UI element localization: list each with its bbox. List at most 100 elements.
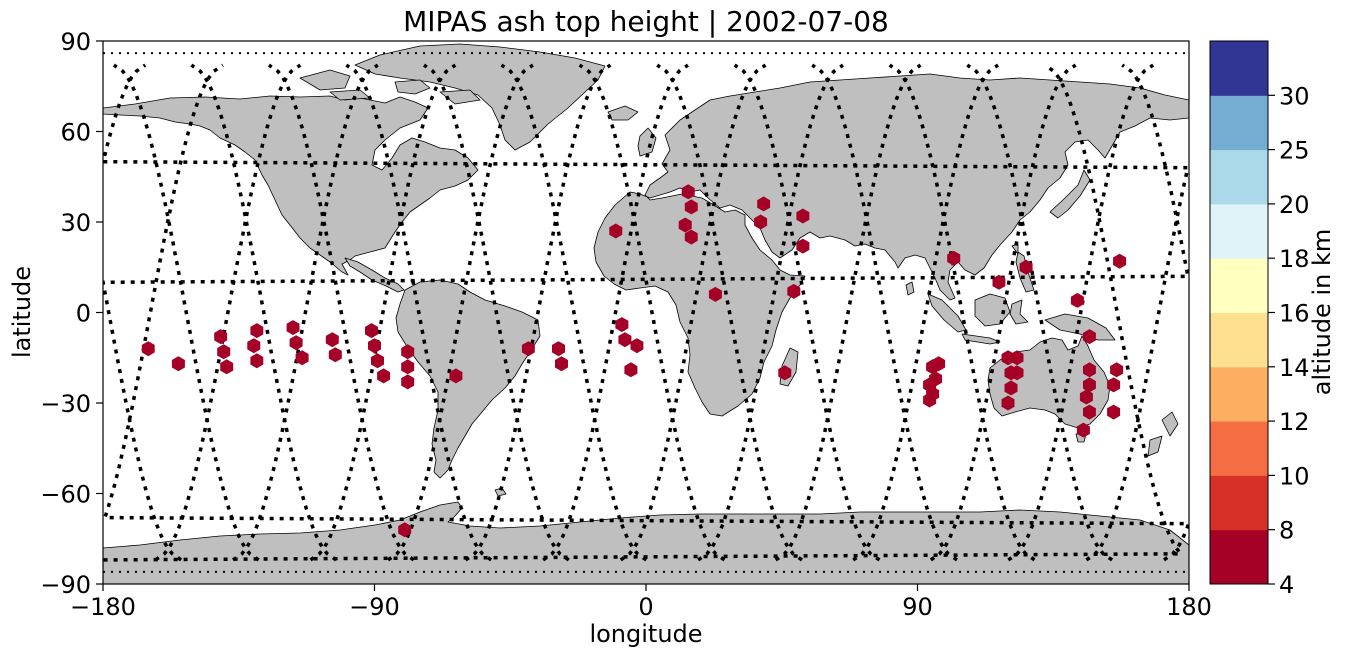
colorbar-segment — [1210, 258, 1268, 313]
colorbar: 4 8 10 12 14 16 18 20 25 30 — [1210, 41, 1310, 599]
ash-marker — [1083, 362, 1096, 378]
ash-marker — [449, 368, 463, 384]
ash-marker — [289, 335, 303, 351]
ash-marker — [708, 286, 722, 302]
y-tick-label: 0 — [76, 300, 91, 328]
colorbar-tick-label: 14 — [1279, 354, 1310, 382]
ash-marker — [787, 283, 801, 299]
orbit-track — [1007, 63, 1155, 562]
x-tick-label: −90 — [349, 593, 400, 621]
x-axis: −180 −90 0 90 180 — [70, 584, 1212, 621]
ash-marker — [250, 353, 264, 369]
orbit-track — [578, 63, 726, 562]
ash-marker — [992, 274, 1006, 290]
ash-marker — [1010, 365, 1024, 381]
ash-marker — [678, 217, 692, 233]
ash-marker — [1019, 259, 1033, 275]
land-north-america — [103, 95, 479, 276]
ash-marker — [615, 317, 629, 333]
ash-marker — [1107, 404, 1121, 420]
orbit-track — [103, 63, 1189, 562]
colorbar-tick-label: 16 — [1279, 300, 1310, 328]
ash-marker — [778, 365, 792, 381]
ash-marker — [1083, 404, 1096, 420]
ash-marker — [630, 338, 644, 354]
ash-marker — [141, 341, 155, 357]
land-iceland — [607, 105, 639, 121]
land-sulawesi — [1009, 299, 1029, 325]
orbit-track — [464, 63, 612, 562]
orbit-track — [423, 63, 570, 562]
colorbar-tick-label: 18 — [1279, 245, 1310, 273]
ash-markers — [141, 184, 1127, 538]
colorbar-tick-label: 4 — [1279, 571, 1294, 599]
orbit-track — [811, 63, 958, 562]
ash-marker — [932, 356, 946, 372]
ash-marker — [371, 353, 384, 369]
orbit-track — [733, 63, 881, 562]
colorbar-segment — [1210, 421, 1268, 476]
y-tick-label: 60 — [60, 119, 91, 147]
ash-marker — [401, 374, 415, 390]
ash-marker — [368, 338, 381, 354]
ash-marker — [1076, 422, 1090, 438]
colorbar-segment — [1210, 149, 1268, 205]
orbit-track — [774, 63, 922, 562]
orbit-track — [112, 63, 260, 562]
ash-marker — [618, 332, 632, 348]
y-tick-label: −30 — [40, 390, 91, 418]
orbit-track — [697, 63, 844, 562]
x-tick-label: −180 — [70, 593, 136, 621]
ash-marker — [214, 329, 228, 345]
ash-marker — [377, 368, 390, 384]
land-sumatra — [927, 293, 967, 333]
y-axis: 90 60 30 0 −30 −60 −90 — [40, 28, 103, 599]
ash-marker — [325, 332, 339, 348]
land-sri-lanka — [905, 281, 915, 296]
ash-marker — [757, 196, 771, 212]
x-tick-label: 0 — [638, 593, 653, 621]
orbit-track — [888, 63, 1036, 562]
ash-marker — [1079, 389, 1093, 405]
ash-marker — [401, 359, 415, 375]
colorbar-tick-label: 20 — [1279, 191, 1310, 219]
land-masses — [103, 43, 1189, 584]
ash-marker — [1083, 329, 1096, 345]
ash-marker — [681, 184, 695, 200]
orbit-track — [500, 63, 648, 562]
orbit-track — [267, 63, 415, 562]
land-java — [961, 333, 1001, 345]
colorbar-tick-label: 8 — [1279, 517, 1294, 545]
land-greenland — [354, 43, 606, 151]
y-tick-label: 30 — [60, 209, 91, 237]
orbit-track — [345, 63, 493, 562]
y-tick-label: −90 — [40, 571, 91, 599]
ash-marker — [220, 359, 234, 375]
orbit-track — [103, 63, 1189, 562]
colorbar-tick-label: 25 — [1279, 137, 1310, 165]
satellite-tracks — [103, 52, 1189, 573]
orbit-track — [619, 63, 767, 562]
ash-marker — [796, 238, 810, 254]
ash-marker — [555, 356, 568, 372]
ash-marker — [1113, 253, 1127, 269]
ash-marker — [365, 323, 378, 339]
ash-marker — [1083, 377, 1096, 393]
orbit-track — [542, 63, 689, 562]
ash-marker — [401, 344, 415, 360]
land-new-guinea — [1044, 313, 1116, 341]
ash-marker — [684, 199, 698, 215]
y-axis-label: latitude — [8, 266, 36, 358]
y-tick-label: 90 — [60, 28, 91, 56]
ash-marker — [947, 250, 961, 266]
orbit-track — [656, 63, 803, 562]
colorbar-segment — [1210, 203, 1268, 259]
orbit-track — [154, 63, 302, 562]
colorbar-label: altitude in km — [1308, 229, 1336, 396]
orbit-track — [190, 63, 338, 562]
ash-marker — [1004, 380, 1018, 396]
ash-marker — [1110, 362, 1124, 378]
orbit-track — [966, 63, 1114, 562]
ash-marker — [398, 522, 412, 538]
ash-marker — [247, 338, 261, 354]
